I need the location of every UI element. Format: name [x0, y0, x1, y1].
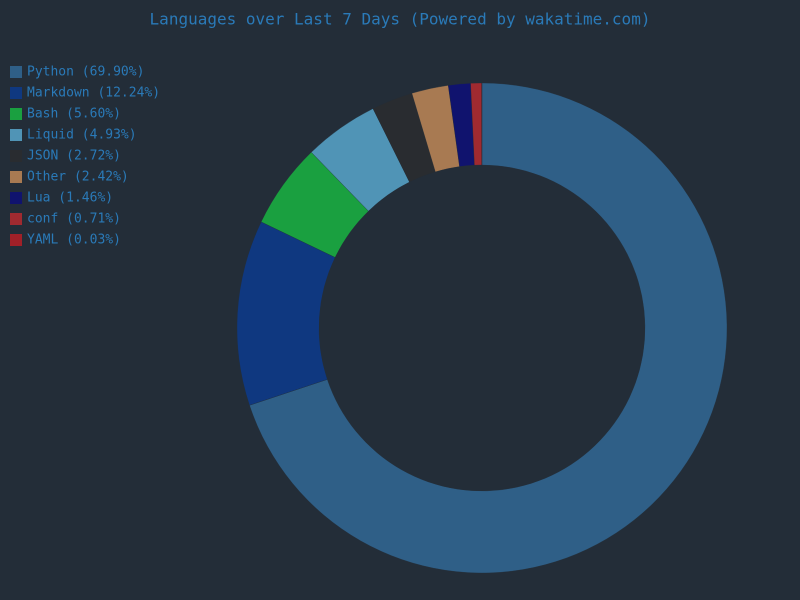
legend-swatch	[10, 129, 22, 141]
legend-label: conf (0.71%)	[27, 212, 121, 227]
legend-label: Liquid (4.93%)	[27, 128, 137, 143]
legend-label: Python (69.90%)	[27, 65, 144, 80]
legend-label: Markdown (12.24%)	[27, 86, 160, 101]
legend-label: Lua (1.46%)	[27, 191, 113, 206]
legend-label: Other (2.42%)	[27, 170, 129, 185]
legend-swatch	[10, 108, 22, 120]
legend-label: YAML (0.03%)	[27, 233, 121, 248]
legend-swatch	[10, 192, 22, 204]
legend-label: Bash (5.60%)	[27, 107, 121, 122]
legend-label: JSON (2.72%)	[27, 149, 121, 164]
legend-swatch	[10, 87, 22, 99]
legend-swatch	[10, 234, 22, 246]
donut-slice	[249, 82, 728, 574]
legend-swatch	[10, 171, 22, 183]
legend-swatch	[10, 150, 22, 162]
chart-title: Languages over Last 7 Days (Powered by w…	[150, 10, 651, 29]
legend-swatch	[10, 213, 22, 225]
legend-swatch	[10, 66, 22, 78]
